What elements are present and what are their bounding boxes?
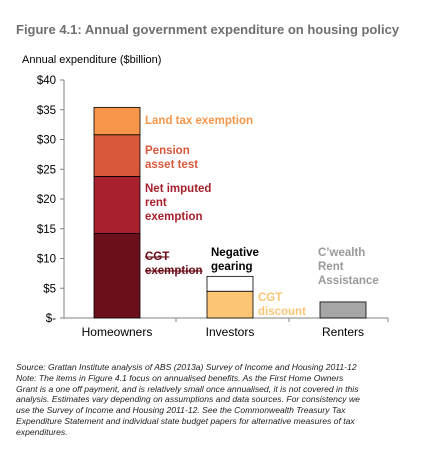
segment-label: C’wealth Rent Assistance <box>318 247 379 287</box>
x-category-label: Homeowners <box>82 325 153 339</box>
segment-label: Negative gearing <box>211 247 259 273</box>
y-tick-label: $5 <box>43 283 56 295</box>
y-tick-label: $35 <box>37 105 56 117</box>
y-tick-label: $25 <box>37 164 56 176</box>
bar-segment <box>93 106 141 136</box>
source-note: Source: Grattan Institute analysis of AB… <box>16 362 424 438</box>
y-tick-label: $30 <box>37 135 56 147</box>
y-tick-label: $- <box>46 313 56 325</box>
x-category-label: Renters <box>322 325 364 339</box>
stacked-bar-chart: Annual expenditure ($billion) $- $5 $10 $15… <box>22 54 389 339</box>
source-note-line: Grant is a one off payment, and is relat… <box>16 383 359 394</box>
y-tick-label: $15 <box>37 224 56 236</box>
segment-label: CGT discount <box>258 292 306 318</box>
bar-segment <box>93 134 141 177</box>
bar-segment <box>93 233 141 319</box>
bar-segment <box>206 290 254 319</box>
source-note-line: Note: The items in Figure 4.1 focus on a… <box>16 372 344 383</box>
segment-label: Net imputed rent exemption <box>145 183 211 223</box>
source-note-line: analysis. Estimates vary depending on as… <box>16 394 360 405</box>
y-axis-label: Annual expenditure ($billion) <box>22 54 161 66</box>
bar-segment <box>319 301 367 319</box>
figure-title: Figure 4.1: Annual government expenditur… <box>16 22 400 37</box>
bar-segment <box>93 175 141 234</box>
y-tick-label: $10 <box>37 254 56 266</box>
y-tick-label: $20 <box>37 194 56 206</box>
segment-label: Land tax exemption <box>145 115 253 127</box>
source-note-line: Source: Grattan Institute analysis of AB… <box>16 362 357 372</box>
y-tick-label: $40 <box>37 75 56 87</box>
source-note-line: Expenditure Statement and individual sta… <box>16 415 355 426</box>
segment-label: Pension asset test <box>145 145 198 171</box>
source-note-line: expenditures. <box>16 426 68 437</box>
bar-segment <box>206 275 254 292</box>
x-category-label: Investors <box>206 325 255 339</box>
source-note-line: use the Survey of Income and Housing 201… <box>16 405 346 416</box>
segment-label: CGT exemption <box>145 251 203 277</box>
